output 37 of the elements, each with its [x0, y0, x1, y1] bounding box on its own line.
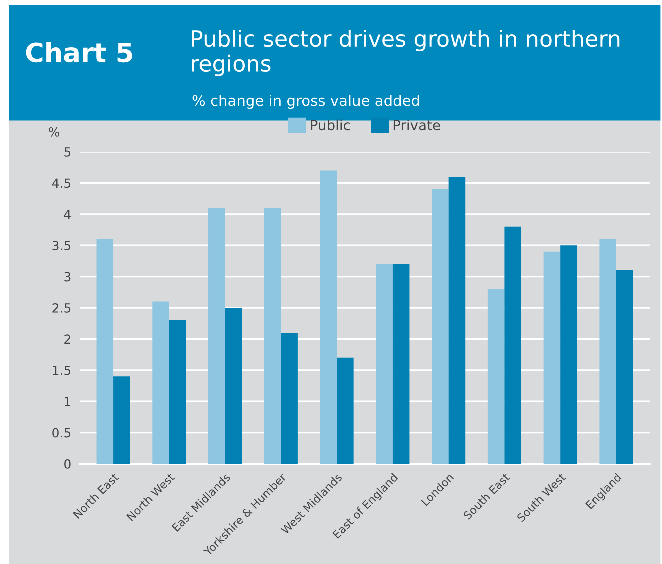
- y-tick-label: 3.5: [52, 241, 71, 251]
- bar: [432, 189, 449, 464]
- y-tick-label: 0.5: [52, 428, 71, 438]
- bar: [392, 264, 410, 464]
- y-tick-label: 2.5: [52, 303, 71, 313]
- bar: [96, 239, 114, 464]
- y-tick-label: 5: [64, 148, 71, 157]
- bar: [600, 239, 616, 464]
- y-tick-label: 1.5: [53, 366, 71, 376]
- bar: [504, 226, 522, 464]
- y-tick-label: 4: [64, 210, 71, 220]
- chart-title: Chart 5: [26, 42, 132, 63]
- bar: [560, 246, 578, 464]
- bar: [208, 208, 226, 464]
- y-tick-label: 4.5: [52, 178, 71, 188]
- bar: [544, 252, 561, 464]
- bar: [376, 264, 393, 464]
- bar: [225, 308, 242, 464]
- y-tick-label: 1: [65, 397, 71, 406]
- y-tick-label: 2: [64, 334, 70, 344]
- y-tick-label: 0: [64, 459, 71, 469]
- bar: [448, 176, 466, 464]
- bar: [152, 302, 170, 464]
- bar: [337, 358, 354, 464]
- legend-label: Private: [394, 120, 440, 131]
- bar: [616, 270, 634, 464]
- bar: [281, 332, 298, 464]
- legend-label: Public: [311, 120, 350, 131]
- text: % change in gross value added: [192, 94, 420, 110]
- y-tick-label: 3: [64, 272, 71, 282]
- bar: [264, 208, 282, 464]
- y-axis-title: %: [49, 127, 60, 137]
- bar: [169, 320, 186, 464]
- bar: [320, 170, 338, 464]
- bar: [488, 289, 505, 464]
- chart-subtitle: Public sector drives growth in northern regions: [192, 30, 620, 76]
- bar: [114, 376, 130, 464]
